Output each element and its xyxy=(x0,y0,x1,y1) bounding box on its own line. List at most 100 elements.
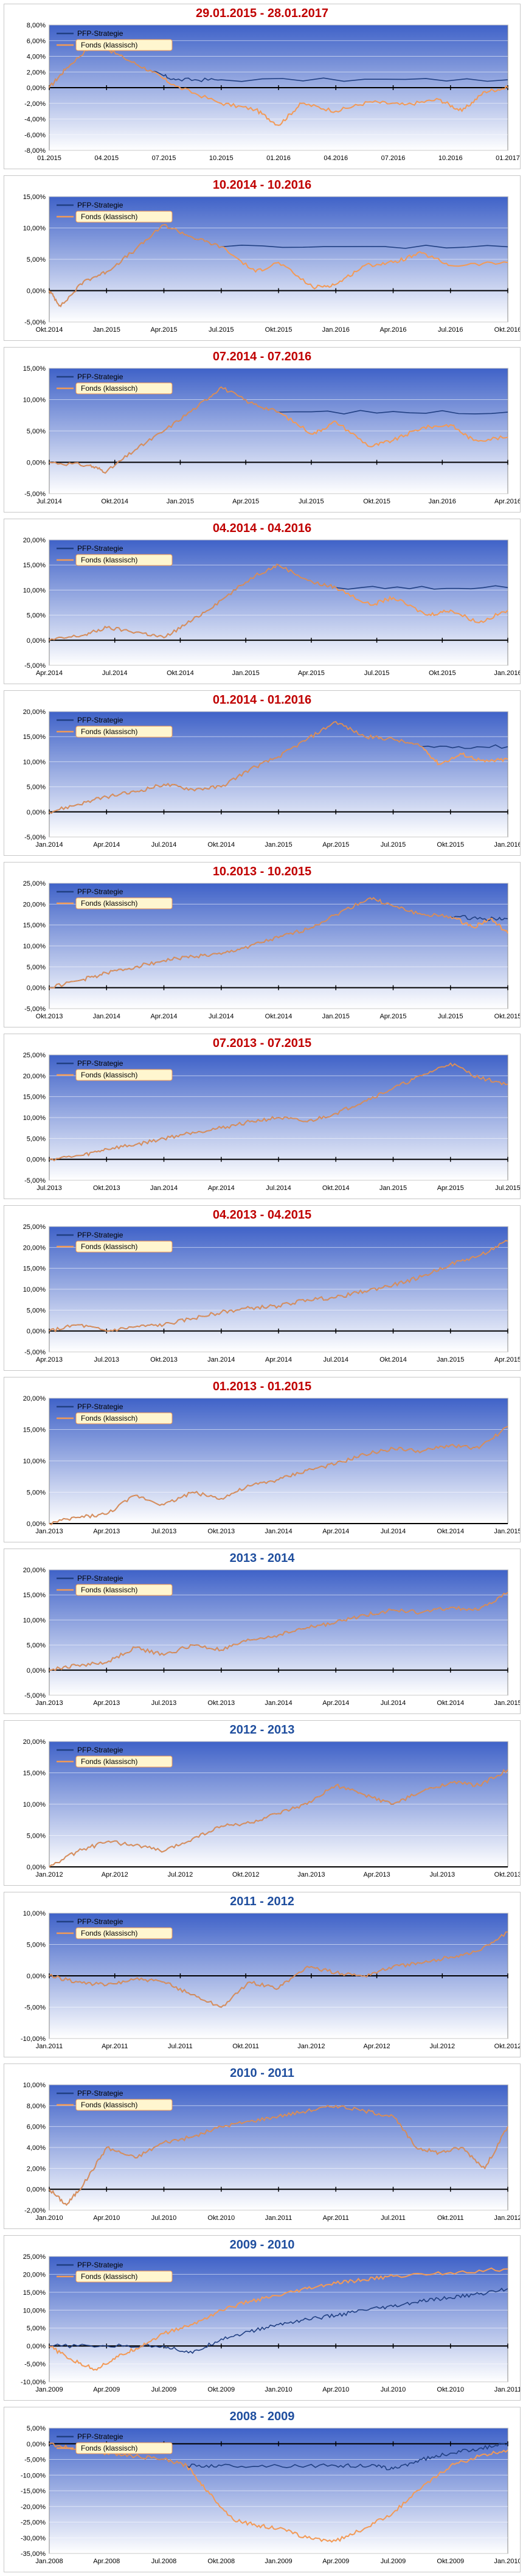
x-tick-label: Okt.2016 xyxy=(494,326,520,334)
y-tick-label: -10,00% xyxy=(21,2379,46,2386)
x-tick-label: Apr.2012 xyxy=(102,1871,128,1878)
legend-label-pfp: PFP-Strategie xyxy=(77,1231,123,1239)
series-line-fonds-overlay xyxy=(49,1426,508,1525)
y-tick-label: -5,00% xyxy=(24,1349,46,1356)
chart-title: 2010 - 2011 xyxy=(230,2067,294,2080)
chart-panel: 04.2013 - 04.2015 25,00% 20,00% 15,00% 10,00… xyxy=(4,1205,521,1371)
y-tick-label: 0,00% xyxy=(27,1521,46,1528)
x-tick-label: Jan.2014 xyxy=(207,1356,235,1363)
y-tick-label: -30,00% xyxy=(21,2535,46,2542)
x-tick-label: Jan.2015 xyxy=(322,1013,350,1020)
y-tick-label: 5,00% xyxy=(27,1307,46,1314)
chart-title: 29.01.2015 - 28.01.2017 xyxy=(196,7,328,20)
y-tick-label: 15,00% xyxy=(23,194,46,201)
chart-svg: 25,00% 20,00% 15,00% 10,00% 5,00% 0,00% -5,00%… xyxy=(21,2253,520,2393)
x-tick-label: Apr.2014 xyxy=(150,1013,177,1020)
x-tick-label: Jan.2013 xyxy=(297,1871,325,1878)
y-tick-label: 10,00% xyxy=(23,1617,46,1624)
y-tick-label: -5,00% xyxy=(24,491,46,498)
legend-label-pfp: PFP-Strategie xyxy=(77,716,123,724)
x-tick-label: Jul.2011 xyxy=(168,2043,193,2050)
x-tick-label: Jul.2011 xyxy=(381,2214,406,2222)
y-tick-label: -10,00% xyxy=(21,2035,46,2043)
x-tick-label: Jan.2009 xyxy=(35,2386,63,2393)
series-line-fonds-overlay xyxy=(49,897,508,989)
y-tick-label: -25,00% xyxy=(21,2519,46,2527)
x-tick-label: Apr.2014 xyxy=(265,1356,292,1363)
legend-label-fonds: Fonds (klassisch) xyxy=(81,1757,137,1766)
x-tick-label: Jul.2009 xyxy=(151,2386,177,2393)
y-tick-label: 25,00% xyxy=(23,880,46,887)
chart-panel: 2012 - 2013 20,00% 15,00% 10,00% 5,00% 0,00% J… xyxy=(4,1720,521,1886)
x-tick-label: Apr.2014 xyxy=(36,670,63,677)
x-tick-label: Jul.2014 xyxy=(381,1528,406,1535)
chart-panel: 2008 - 2009 5,00% 0,00% -5,00% -10,00% -15,00… xyxy=(4,2407,521,2572)
x-tick-label: Jul.2013 xyxy=(151,1528,177,1535)
chart-svg: 20,00%15,00%10,00%5,00%0,00%-5,00%Apr.20… xyxy=(23,537,520,677)
y-tick-label: 10,00% xyxy=(23,587,46,594)
legend-box-fonds xyxy=(75,211,173,223)
legend-label-pfp: PFP-Strategie xyxy=(77,1917,123,1926)
y-tick-label: 0,00% xyxy=(27,460,46,467)
series-line-fonds-overlay xyxy=(49,386,508,474)
x-tick-label: Jan.2014 xyxy=(265,1528,292,1535)
x-tick-label: 01.2015 xyxy=(37,155,61,162)
x-tick-label: Okt.2014 xyxy=(207,841,235,849)
y-tick-label: 0,00% xyxy=(27,985,46,992)
x-tick-label: Okt.2014 xyxy=(322,1185,350,1192)
y-tick-label: 25,00% xyxy=(23,2253,46,2261)
legend-label-pfp: PFP-Strategie xyxy=(77,887,123,896)
y-tick-label: 0,00% xyxy=(27,1328,46,1335)
legend-label-pfp: PFP-Strategie xyxy=(77,29,123,38)
legend-label-fonds: Fonds (klassisch) xyxy=(81,2272,137,2281)
legend-box-fonds xyxy=(75,1755,173,1768)
x-tick-label: Okt.2009 xyxy=(207,2386,235,2393)
y-tick-label: 5,00% xyxy=(27,256,46,264)
chart-title: 04.2014 - 04.2016 xyxy=(212,522,312,535)
y-tick-label: 4,00% xyxy=(27,2144,46,2152)
legend-box-fonds xyxy=(75,897,173,909)
x-tick-label: Jan.2012 xyxy=(494,2214,520,2222)
chart-panel: 01.2014 - 01.2016 20,00% 15,00% 10,00% 5,00%… xyxy=(4,690,521,856)
series-line-fonds-overlay xyxy=(49,1769,508,1867)
series-line-fonds-overlay xyxy=(49,563,508,641)
chart-panel: 2013 - 2014 20,00% 15,00% 10,00% 5,00% 0,00% -… xyxy=(4,1549,521,1714)
x-tick-label: Apr.2013 xyxy=(36,1356,63,1363)
chart-panel: 01.2013 - 01.2015 20,00% 15,00% 10,00% 5,00%… xyxy=(4,1377,521,1542)
x-tick-label: Okt.2013 xyxy=(93,1185,120,1192)
x-tick-label: Okt.2009 xyxy=(437,2558,464,2565)
x-tick-label: Apr.2009 xyxy=(322,2558,349,2565)
x-tick-label: Jan.2016 xyxy=(494,670,520,677)
x-tick-label: Jul.2013 xyxy=(151,1699,177,1707)
y-tick-label: 20,00% xyxy=(23,1395,46,1402)
x-tick-label: Apr.2015 xyxy=(379,1013,406,1020)
y-tick-label: 10,00% xyxy=(23,225,46,233)
x-tick-label: 10.2015 xyxy=(209,155,234,162)
x-tick-label: Jul.2015 xyxy=(438,1013,463,1020)
x-tick-label: Jan.2015 xyxy=(232,670,260,677)
x-tick-label: Apr.2013 xyxy=(93,1528,120,1535)
chart-svg: 20,00% 15,00% 10,00% 5,00% 0,00%Jan.2012 Apr.… xyxy=(23,1738,520,1878)
y-tick-label: 20,00% xyxy=(23,1073,46,1080)
y-tick-label: 6,00% xyxy=(27,2124,46,2131)
x-tick-label: Jul.2008 xyxy=(151,2558,177,2565)
chart-title: 10.2014 - 10.2016 xyxy=(212,178,312,192)
y-tick-label: 0,00% xyxy=(27,809,46,816)
y-tick-label: 0,00% xyxy=(27,2343,46,2350)
x-tick-label: Jul.2010 xyxy=(151,2214,177,2222)
x-tick-label: Jul.2012 xyxy=(429,2043,455,2050)
y-tick-label: -5,00% xyxy=(24,2361,46,2368)
y-tick-label: 5,00% xyxy=(27,2325,46,2333)
y-tick-label: 10,00% xyxy=(23,758,46,766)
x-tick-label: Jan.2015 xyxy=(93,326,120,334)
x-tick-label: Okt.2014 xyxy=(379,1356,407,1363)
chart-svg: 15,00% 10,00% 5,00% 0,00% -5,00%Jul.2014 Okt.… xyxy=(23,365,520,505)
x-tick-label: Jan.2013 xyxy=(35,1699,63,1707)
chart-svg: 20,00%15,00%10,00%5,00%0,00%-5,00%Jan.20… xyxy=(23,709,520,849)
x-tick-label: Jan.2011 xyxy=(36,2043,63,2050)
x-tick-label: Jul.2012 xyxy=(168,1871,193,1878)
x-tick-label: Jan.2012 xyxy=(297,2043,325,2050)
x-tick-label: Okt.2011 xyxy=(232,2043,259,2050)
y-tick-label: 25,00% xyxy=(23,1223,46,1231)
y-tick-label: 2,00% xyxy=(27,69,46,76)
